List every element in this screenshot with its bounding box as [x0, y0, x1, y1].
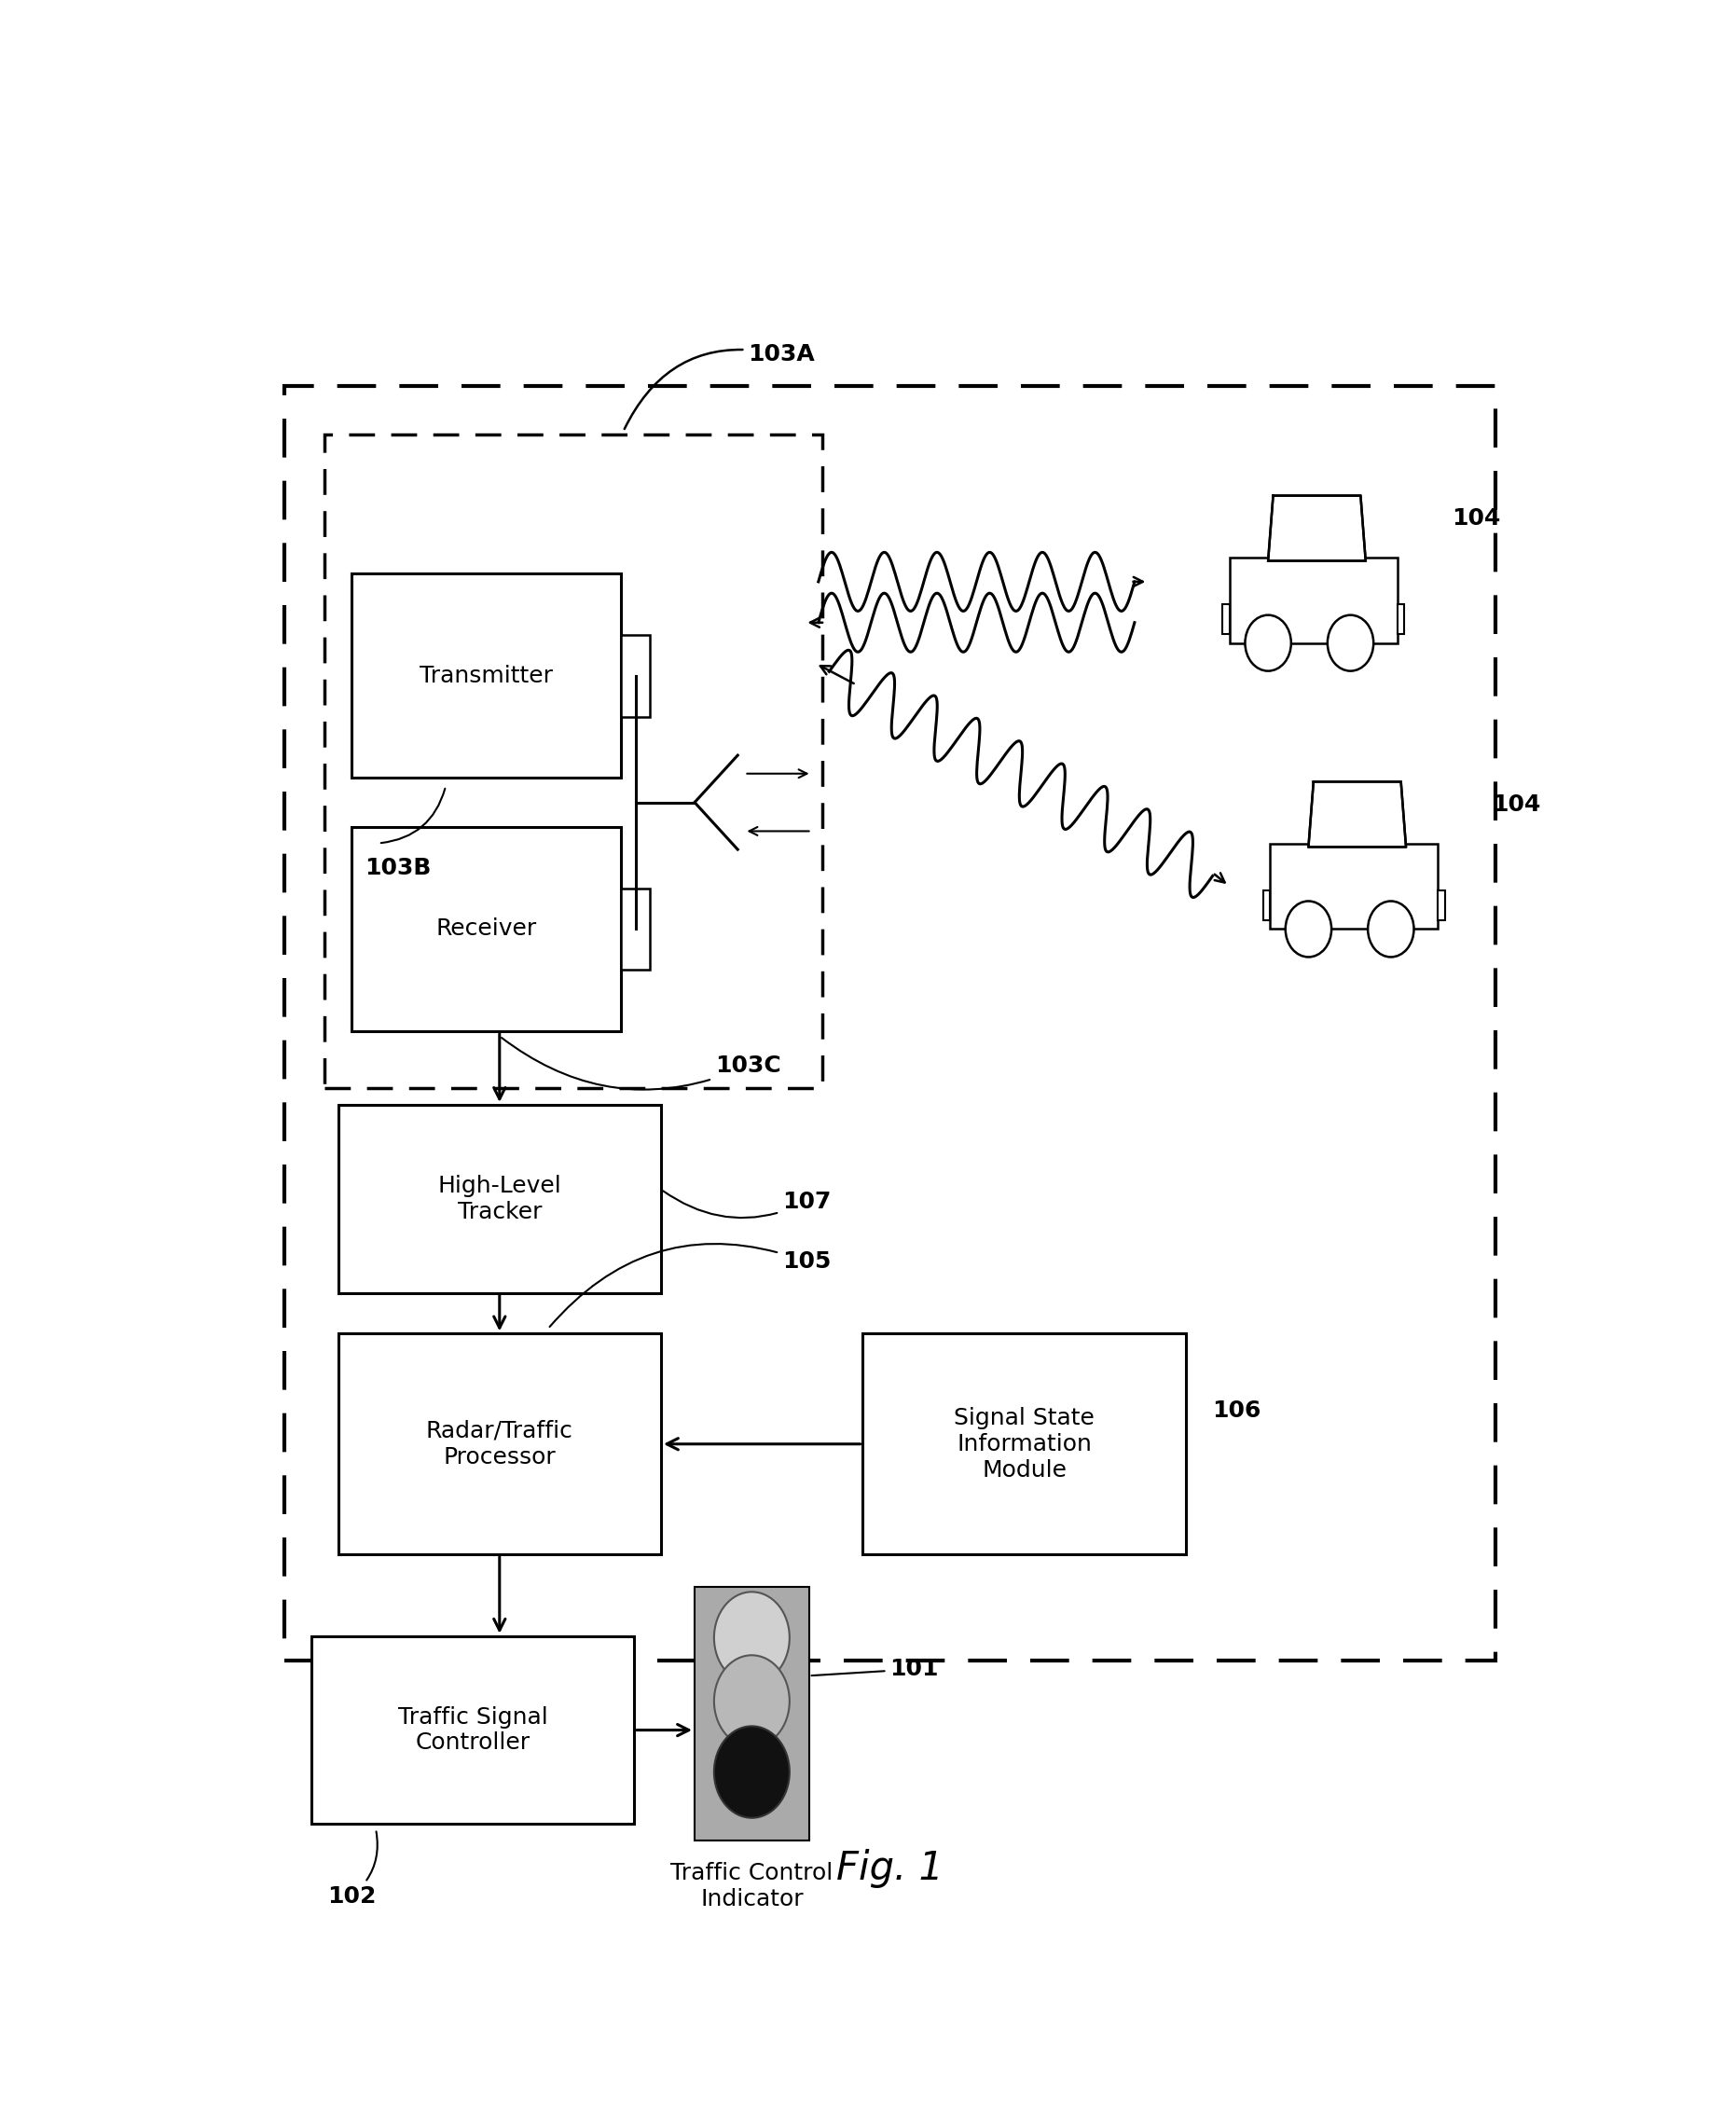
Text: 101: 101: [811, 1658, 939, 1681]
Text: Fig. 1: Fig. 1: [837, 1849, 943, 1887]
Circle shape: [1285, 900, 1332, 957]
Bar: [351, 828, 621, 1032]
Text: 105: 105: [550, 1244, 832, 1327]
Circle shape: [1245, 616, 1292, 671]
Text: Radar/Traffic
Processor: Radar/Traffic Processor: [425, 1420, 573, 1469]
Text: Transmitter: Transmitter: [420, 664, 552, 688]
Circle shape: [1328, 616, 1373, 671]
Text: 102: 102: [328, 1832, 377, 1906]
Polygon shape: [1267, 495, 1366, 560]
Text: 106: 106: [1212, 1399, 1262, 1422]
Bar: [325, 435, 823, 1089]
Text: 103B: 103B: [365, 856, 432, 879]
Bar: [311, 1637, 634, 1824]
Bar: [1269, 843, 1437, 930]
Text: High-Level
Tracker: High-Level Tracker: [437, 1174, 561, 1223]
Circle shape: [1368, 900, 1413, 957]
Polygon shape: [1309, 781, 1406, 847]
Bar: [1229, 558, 1397, 643]
Bar: [339, 1333, 661, 1554]
Text: 104: 104: [1491, 794, 1540, 815]
Circle shape: [713, 1592, 790, 1684]
Text: Traffic Signal
Controller: Traffic Signal Controller: [398, 1707, 547, 1754]
Text: 103C: 103C: [502, 1038, 781, 1089]
Text: 107: 107: [663, 1191, 832, 1219]
Bar: [1264, 892, 1269, 921]
Bar: [285, 386, 1495, 1660]
Text: Receiver: Receiver: [436, 917, 536, 940]
Text: Traffic Control
Indicator: Traffic Control Indicator: [670, 1862, 833, 1911]
Bar: [621, 887, 651, 970]
Bar: [621, 635, 651, 718]
Bar: [351, 573, 621, 777]
Bar: [1222, 605, 1229, 635]
Circle shape: [713, 1656, 790, 1747]
Text: Signal State
Information
Module: Signal State Information Module: [953, 1408, 1095, 1482]
Bar: [1397, 605, 1404, 635]
Bar: [339, 1104, 661, 1293]
Circle shape: [713, 1726, 790, 1817]
Bar: [1437, 892, 1444, 921]
Bar: [863, 1333, 1186, 1554]
Text: 103A: 103A: [625, 344, 814, 429]
Bar: [694, 1588, 809, 1841]
Text: 104: 104: [1451, 507, 1500, 531]
